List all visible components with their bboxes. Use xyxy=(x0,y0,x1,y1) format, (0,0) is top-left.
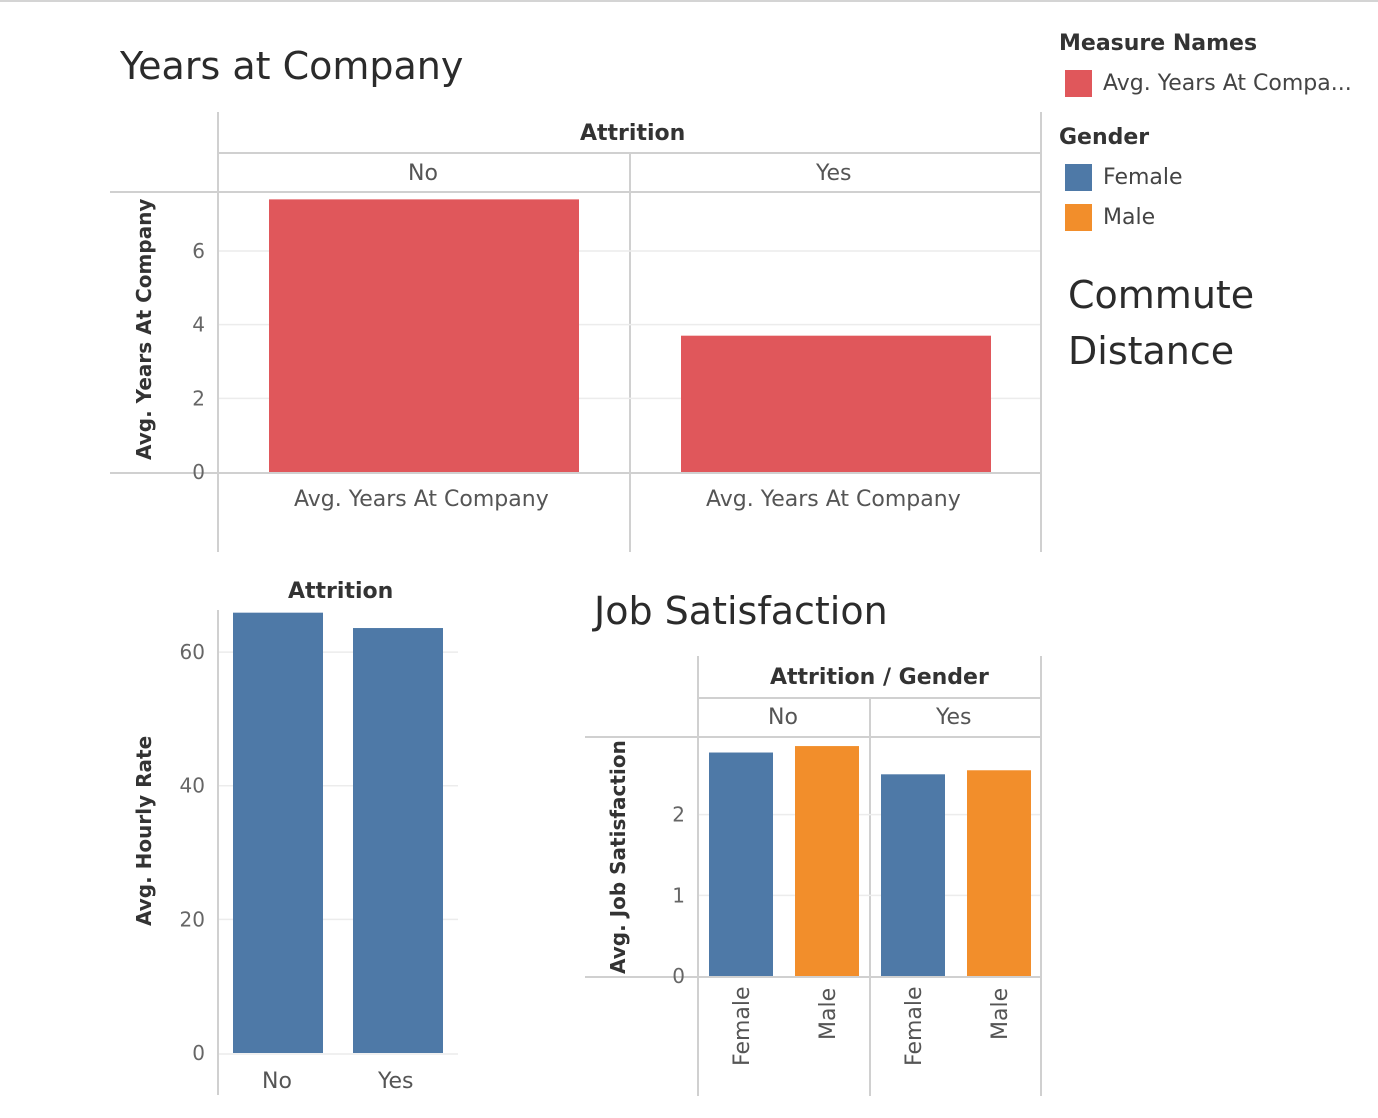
chart1-header-yes: Yes xyxy=(816,161,852,186)
chart3-plot-top-border xyxy=(585,736,1042,738)
chart1-header-divider xyxy=(217,152,1042,154)
legend-label-female[interactable]: Female xyxy=(1103,165,1183,190)
chart3-axis-divider xyxy=(697,656,699,1096)
chart3-pane-divider xyxy=(869,697,871,1096)
chart1-bar-no[interactable] xyxy=(269,199,579,473)
chart1-measure-label-yes: Avg. Years At Company xyxy=(706,487,961,512)
chart3-bar-no-male[interactable] xyxy=(795,746,859,976)
chart3-y-tick-0: 0 xyxy=(672,964,685,988)
chart1-y-tick-2: 2 xyxy=(192,386,205,410)
legend-label-avg-years[interactable]: Avg. Years At Compa... xyxy=(1103,71,1352,96)
chart2-bar-no[interactable] xyxy=(233,612,323,1053)
chart1-pane-divider xyxy=(629,152,631,552)
chart1-axis-divider xyxy=(217,112,219,552)
chart3-right-border xyxy=(1040,656,1042,1096)
chart2-axis-divider xyxy=(217,610,219,1095)
years-at-company-title: Years at Company xyxy=(120,44,464,88)
chart2-y-tick-40: 40 xyxy=(180,774,205,798)
legend-swatch-female[interactable] xyxy=(1065,164,1092,191)
chart3-bar-yes-male[interactable] xyxy=(967,770,1031,976)
chart3-header-divider xyxy=(697,697,1042,699)
chart1-y-tick-6: 6 xyxy=(192,239,205,263)
chart2-x-label-yes: Yes xyxy=(378,1069,414,1094)
chart2-column-header: Attrition xyxy=(288,579,394,604)
chart2-bar-yes[interactable] xyxy=(353,628,443,1053)
chart3-column-header: Attrition / Gender xyxy=(770,665,989,690)
legend-label-male[interactable]: Male xyxy=(1103,205,1156,230)
chart1-y-tick-0: 0 xyxy=(192,460,205,484)
chart1-right-border xyxy=(1040,112,1042,552)
chart1-header-no: No xyxy=(408,161,438,186)
chart2-x-label-no: No xyxy=(262,1069,292,1094)
chart1-plot-top-border xyxy=(110,191,1042,193)
chart3-bar-no-female[interactable] xyxy=(709,752,773,976)
chart3-bar-yes-female[interactable] xyxy=(881,774,945,976)
chart3-group-no: No xyxy=(768,705,798,730)
chart1-baseline xyxy=(110,472,1042,474)
legend-gender-title: Gender xyxy=(1059,125,1150,150)
chart3-y-tick-1: 1 xyxy=(672,883,685,907)
legend-swatch-male[interactable] xyxy=(1065,204,1092,231)
chart1-measure-label-no: Avg. Years At Company xyxy=(294,487,549,512)
commute-distance-title-line1: Commute xyxy=(1068,273,1255,317)
chart3-baseline xyxy=(585,976,1042,978)
top-border xyxy=(0,0,1378,2)
chart2-y-tick-20: 20 xyxy=(180,907,205,931)
chart3-y-tick-2: 2 xyxy=(672,803,685,827)
chart2-y-tick-0: 0 xyxy=(192,1041,205,1065)
commute-distance-title-line2: Distance xyxy=(1068,329,1235,373)
chart1-column-header: Attrition xyxy=(580,121,686,146)
legend-measure-names-title: Measure Names xyxy=(1059,31,1258,56)
chart3-group-yes: Yes xyxy=(936,705,972,730)
chart2-y-tick-60: 60 xyxy=(180,640,205,664)
chart1-y-tick-4: 4 xyxy=(192,313,205,337)
legend-swatch-avg-years[interactable] xyxy=(1065,70,1092,97)
chart1-bar-yes[interactable] xyxy=(681,335,991,472)
job-satisfaction-title: Job Satisfaction xyxy=(594,589,888,633)
